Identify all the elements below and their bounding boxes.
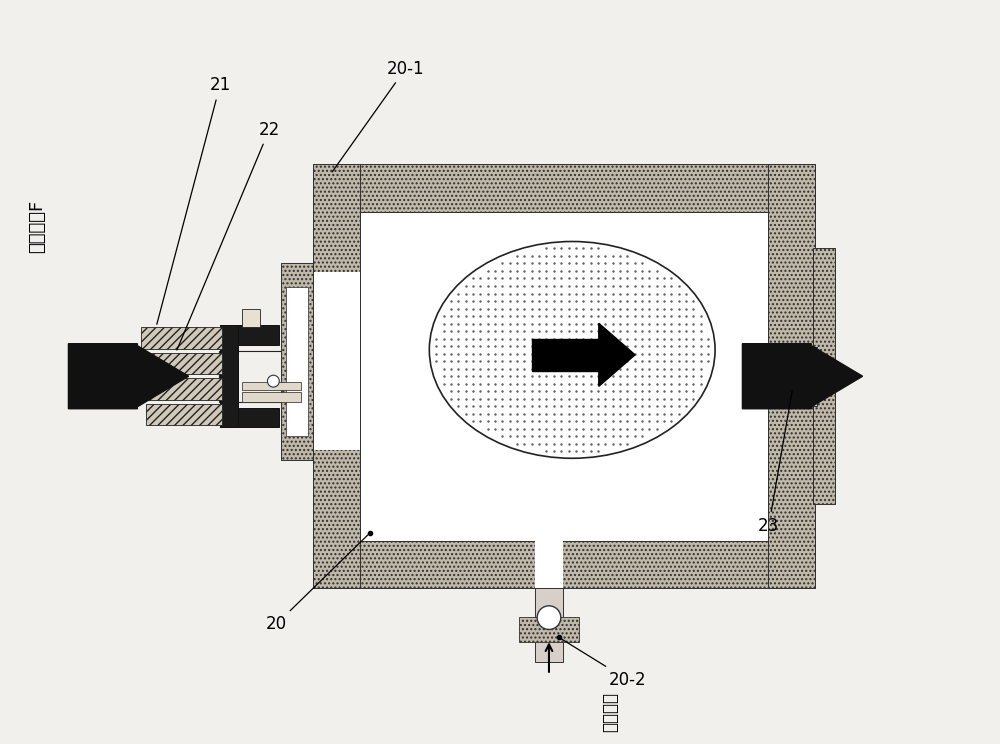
Polygon shape — [599, 324, 635, 386]
Bar — [220, 408, 279, 428]
Bar — [532, 339, 599, 371]
Bar — [770, 359, 786, 394]
Bar — [313, 164, 360, 588]
Polygon shape — [742, 344, 863, 408]
Bar — [519, 617, 579, 642]
Text: 20: 20 — [265, 535, 368, 633]
Bar — [219, 350, 290, 402]
Bar — [360, 212, 768, 541]
Bar — [220, 325, 238, 428]
Bar — [242, 310, 260, 327]
Bar — [768, 355, 815, 398]
Bar — [313, 272, 360, 450]
Bar — [146, 353, 222, 374]
Text: 外部磁场F: 外部磁场F — [28, 200, 46, 253]
Bar — [763, 347, 817, 359]
Text: 气体导入: 气体导入 — [601, 691, 619, 731]
Text: 23: 23 — [758, 391, 792, 535]
Circle shape — [267, 375, 279, 387]
Bar — [768, 164, 815, 588]
Text: 21: 21 — [157, 77, 231, 324]
Bar — [242, 382, 301, 390]
Bar — [535, 541, 563, 588]
Bar — [220, 325, 279, 344]
Bar — [763, 394, 817, 405]
Bar — [286, 287, 308, 436]
Text: 20-1: 20-1 — [332, 60, 424, 172]
Polygon shape — [68, 344, 189, 408]
Text: 20-2: 20-2 — [561, 639, 646, 689]
Text: 22: 22 — [177, 121, 280, 350]
Bar — [281, 263, 313, 461]
Bar — [313, 541, 815, 588]
Bar — [141, 378, 222, 400]
Bar — [146, 404, 222, 426]
Bar — [242, 392, 301, 402]
Bar — [141, 327, 222, 349]
Circle shape — [537, 606, 561, 629]
Bar — [313, 164, 815, 212]
Bar — [535, 588, 563, 662]
Bar — [813, 248, 835, 504]
